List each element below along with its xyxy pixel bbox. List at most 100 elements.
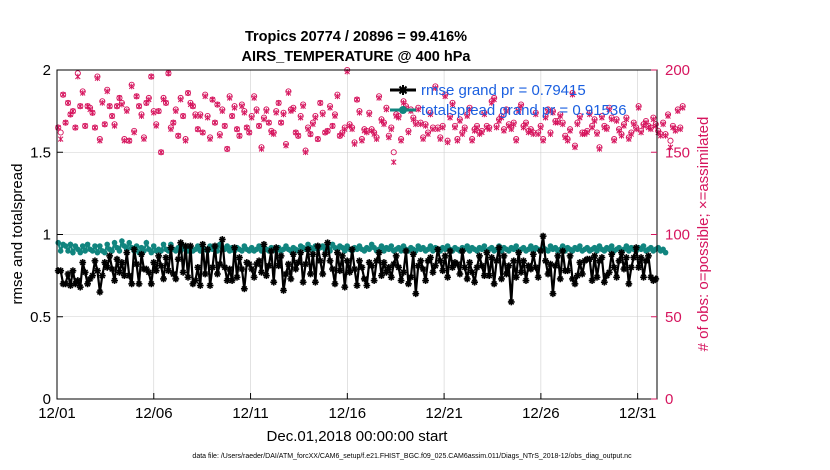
obs-assimilated-point [317,100,324,106]
obs-assimilated-point [283,142,289,149]
obs-assimilated-point [270,131,277,138]
obs-assimilated-point [493,124,500,131]
obs-assimilated-point [452,124,458,131]
rmse-point [539,232,547,240]
obs-assimilated-point [62,119,69,126]
obs-assimilated-point [75,73,81,80]
rmse-point [397,277,405,284]
rmse-point [194,264,202,271]
y2-axis-label: # of obs: o=possible; ×=assimilated [695,117,712,352]
rmse-point [458,247,466,255]
totalspread-point [256,243,262,249]
obs-assimilated-point [638,129,644,136]
obs-assimilated-point [601,124,608,131]
obs-assimilated-point [190,103,196,110]
rmse-point [620,265,628,273]
rmse-point [640,273,647,281]
rmse-point [204,245,212,253]
rmse-point [346,268,354,276]
obs-assimilated-point [589,124,595,131]
obs-assimilated-point [60,91,66,98]
rmse-point [427,254,434,261]
obs-assimilated-point [508,126,515,133]
obs-assimilated-point [488,100,495,106]
obs-assimilated-point [417,121,424,128]
rmse-point [436,257,444,265]
totalspread-point [577,243,583,249]
obs-assimilated-point [388,126,395,133]
obs-assimilated-point [239,103,245,110]
rmse-point [610,264,618,271]
obs-assimilated-point [376,95,382,101]
y2-tick-label: 50 [665,309,682,326]
rmse-point [206,282,214,289]
rmse-point [419,265,427,273]
totalspread-point [640,243,647,249]
y2-tick-label: 150 [665,144,690,161]
totalspread-point [92,243,98,249]
x-axis-ticks: 12/01 12/06 12/11 12/16 12/21 12/26 12/31 [38,393,656,422]
rmse-point [307,270,314,278]
obs-assimilated-point [569,91,576,98]
rmse-point [341,283,349,291]
rmse-point [353,282,361,289]
obs-assimilated-point [109,113,115,119]
x-tick-label: 12/06 [135,405,173,422]
obs-assimilated-point [146,96,152,103]
obs-assimilated-point [645,124,652,131]
rmse-point [625,280,633,288]
obs-assimilated-point [616,127,622,134]
rmse-point [69,267,77,275]
rmse-point [542,257,549,265]
rmse-point [270,278,278,286]
obs-assimilated-point [672,127,679,134]
y2-axis-ticks: 0 50 100 150 200 [651,62,690,408]
y2-tick-label: 200 [665,62,690,79]
rmse-point [635,264,643,271]
rmse-point [637,254,645,261]
x-tick-label: 12/16 [329,405,367,422]
rmse-point [277,252,285,260]
obs-assimilated-point [222,123,228,129]
obs-assimilated-point [415,106,421,113]
obs-assimilated-point [121,137,128,144]
obs-assimilated-point [626,136,632,142]
totalspread-point [341,248,348,254]
obs-assimilated-point [104,88,110,95]
rmse-point [179,268,187,276]
obs-assimilated-point [606,106,612,113]
rmse-point [422,277,429,284]
obs-assimilated-point [528,127,534,134]
rmse-point [630,254,638,261]
rmse-point [645,252,652,260]
rmse-spread-marks [54,232,669,306]
obs-assimilated-point [660,121,666,128]
obs-assimilated-point [574,121,581,128]
rmse-point [118,259,126,266]
rmse-point [449,264,456,271]
obs-assimilated-point [537,124,544,131]
totalspread-point [513,243,519,249]
obs-assimilated-point [163,100,169,106]
obs-assimilated-point [675,108,681,115]
rmse-point [642,257,650,265]
rmse-point [250,273,258,281]
rmse-point [116,268,123,276]
obs-assimilated-point [126,137,132,144]
obs-assimilated-point [148,73,155,80]
obs-assimilated-point [143,100,150,106]
y-axis-label: rmse and totalspread [9,164,26,305]
obs-assimilated-point [106,103,113,110]
obs-assimilated-point [364,129,370,136]
obs-assimilated-point [557,113,564,119]
obs-assimilated-point [498,114,505,121]
legend-spread-label: totalspread grand pr = 0.91536 [421,102,627,119]
obs-assimilated-point [111,123,118,129]
obs-assimilated-point [564,137,571,144]
obs-assimilated-point [513,137,519,144]
obs-assimilated-point [302,149,309,156]
obs-assimilated-point [229,113,235,119]
rmse-point [392,252,400,260]
totalspread-point [57,248,64,254]
obs-assimilated-point [604,126,610,133]
